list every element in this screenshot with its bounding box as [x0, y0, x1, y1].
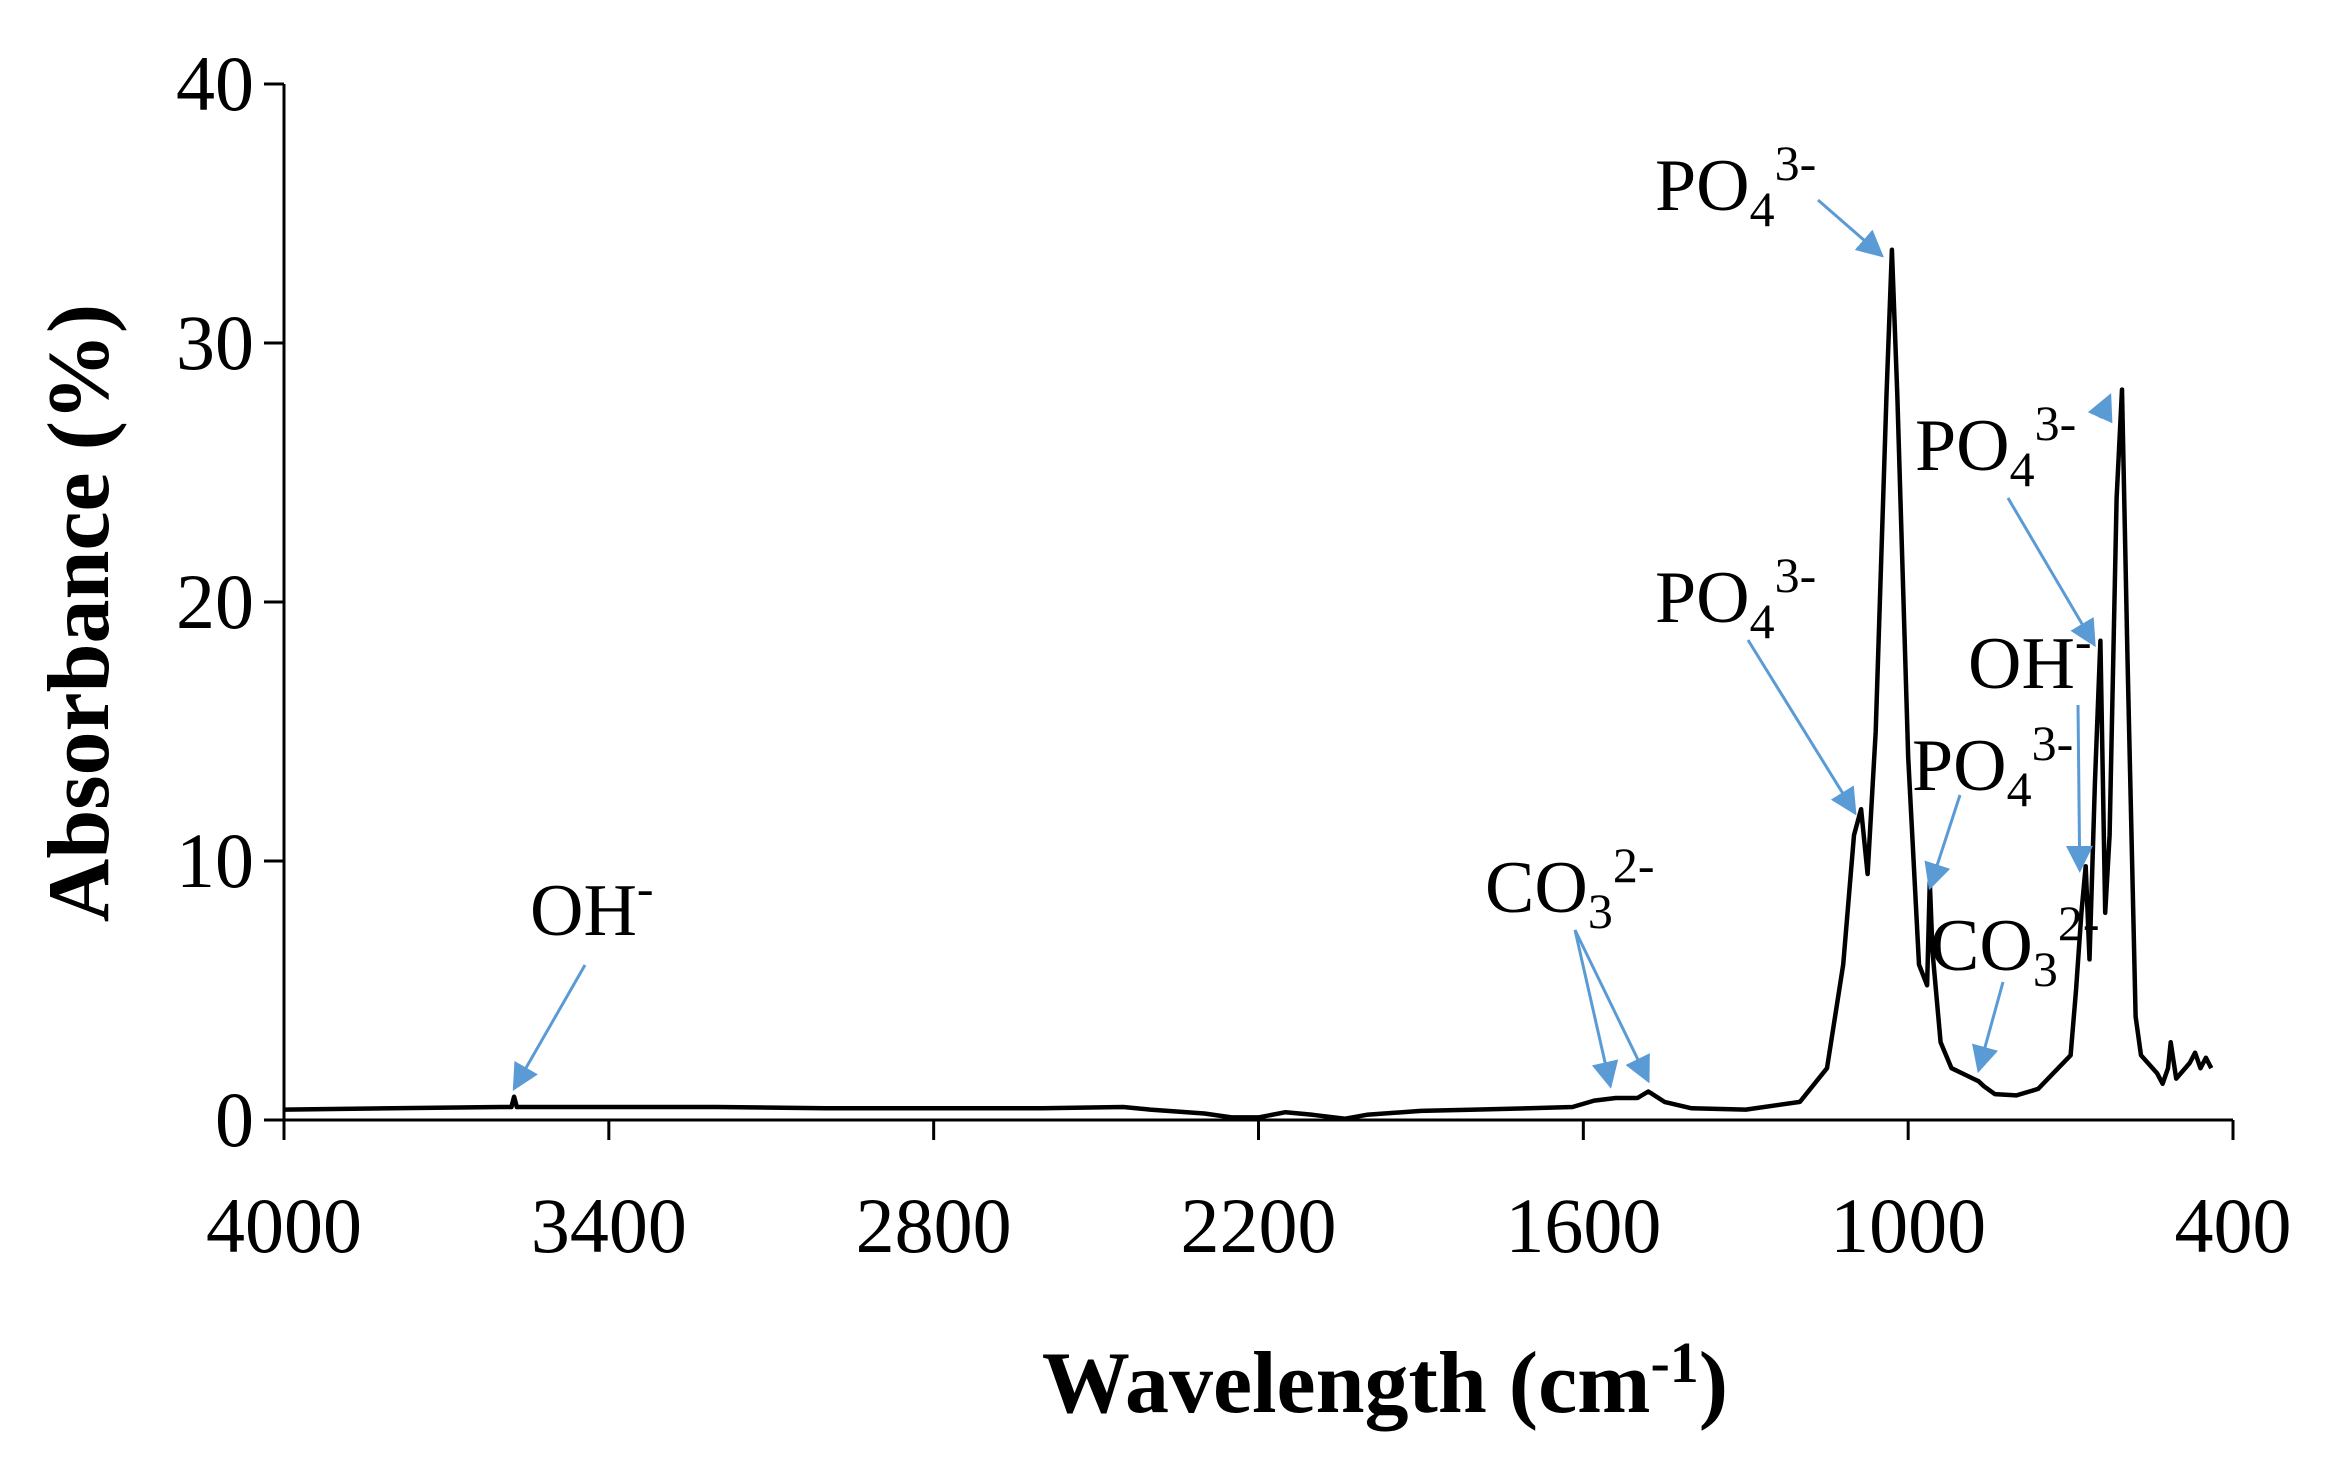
annotation-label: CO32-: [1930, 895, 2099, 997]
annotation-label-subscript: 3: [1588, 883, 1613, 939]
series-layer: [283, 247, 2214, 1121]
annotation-label-subscript: 4: [2010, 441, 2035, 497]
annotation-label-superscript: 3-: [2035, 395, 2077, 451]
annotation-label-base: CO: [1930, 905, 2033, 987]
x-tick-label: 4000: [206, 1182, 362, 1269]
y-tick-label: 10: [176, 817, 254, 904]
annotation-label-base: PO: [1655, 557, 1750, 639]
annotation-arrow: [1924, 794, 1962, 891]
x-tick-label: 1600: [1505, 1182, 1661, 1269]
annotation-label-superscript: -: [2075, 613, 2092, 669]
annotation-label-base: OH: [1968, 623, 2075, 705]
annotation-label: PO43-: [1655, 135, 1816, 237]
annotation-label: PO43-: [1915, 395, 2076, 497]
annotation-arrow: [1817, 198, 1884, 258]
y-tick-label: 20: [176, 558, 254, 645]
x-axis-title: Wavelength (cm-1): [1042, 1330, 1728, 1432]
spectrum-line: [283, 247, 2214, 1121]
annotation-label-superscript: 2-: [2058, 895, 2100, 951]
annotation-arrow: [1972, 981, 2005, 1074]
annotation-arrow: [2006, 497, 2096, 648]
x-axis-title-close: ): [1699, 1335, 1728, 1432]
annotations: OH- CO32-PO43-PO43-PO43-CO32-OH-PO43-: [512, 135, 2113, 1092]
annotation-label-base: CO: [1485, 847, 1588, 929]
annotation-label: PO43-: [1655, 547, 1816, 649]
annotation-label-superscript: 3-: [1775, 547, 1817, 603]
annotation-label: OH-: [530, 860, 654, 952]
y-tick-label: 40: [176, 40, 254, 127]
tick-labels: 0 10 20 30 40 4000 3400 2800 2200 1600 1000 400: [176, 40, 2292, 1269]
annotation-label-superscript: -: [637, 860, 654, 916]
y-tick-label: 0: [215, 1076, 254, 1163]
annotation-arrow: [1573, 929, 1619, 1089]
annotation-arrow: [512, 964, 587, 1092]
annotation-label-superscript: 3-: [1775, 135, 1817, 191]
annotation-arrow: [1746, 639, 1857, 816]
annotation-label: PO43-: [1912, 715, 2073, 817]
x-axis-title-text: Wavelength (cm: [1042, 1335, 1651, 1432]
x-axis-title-superscript: -1: [1650, 1330, 1698, 1395]
annotation-label-base: PO: [1912, 725, 2007, 807]
axes: [264, 82, 2235, 1140]
annotation-label-base: PO: [1655, 145, 1750, 227]
x-tick-label: 1000: [1830, 1182, 1986, 1269]
x-tick-label: 2800: [856, 1182, 1012, 1269]
annotation-label-superscript: 2-: [1613, 837, 1655, 893]
annotation-label-subscript: 4: [2007, 761, 2032, 817]
annotation-label: OH-: [1968, 613, 2092, 705]
annotation-label-base: OH: [530, 870, 637, 952]
y-axis-title: Absorbance (%): [31, 304, 128, 922]
x-tick-label: 400: [2175, 1182, 2292, 1269]
annotation-arrow: [1573, 929, 1650, 1084]
annotation-label-subscript: 4: [1750, 593, 1775, 649]
annotation-label: CO32-: [1485, 837, 1654, 939]
x-tick-label: 3400: [531, 1182, 687, 1269]
annotation-label-subscript: 4: [1750, 181, 1775, 237]
annotation-arrow: [2087, 393, 2113, 424]
x-tick-label: 2200: [1181, 1182, 1337, 1269]
annotation-arrow: [2065, 704, 2093, 873]
y-tick-label: 30: [176, 299, 254, 386]
annotation-label-subscript: 3: [2033, 941, 2058, 997]
annotation-label-base: PO: [1915, 405, 2010, 487]
annotation-label-superscript: 3-: [2032, 715, 2074, 771]
